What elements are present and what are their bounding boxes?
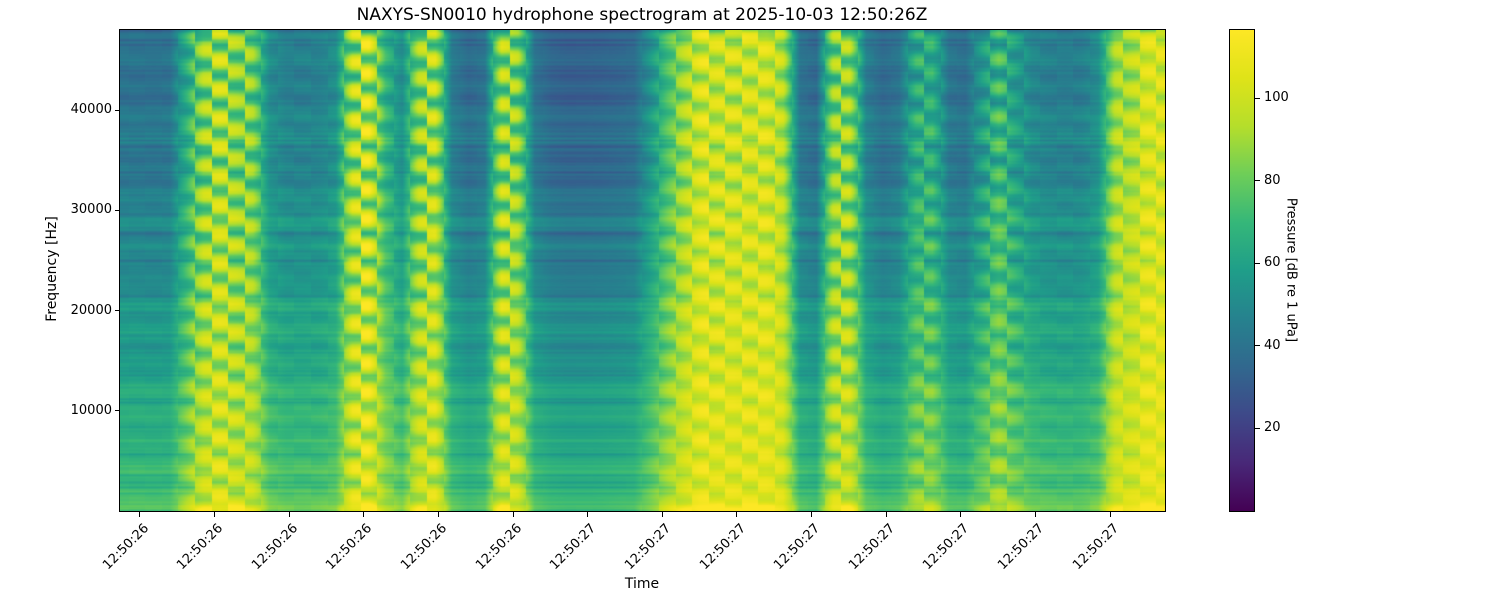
x-tick-mark xyxy=(885,512,887,517)
x-tick-mark xyxy=(811,512,813,517)
x-tick-mark xyxy=(363,512,365,517)
y-tick-mark xyxy=(115,410,120,412)
x-tick-mark xyxy=(512,512,514,517)
x-tick-mark xyxy=(960,512,962,517)
chart-title: NAXYS-SN0010 hydrophone spectrogram at 2… xyxy=(356,5,928,25)
y-tick-label: 40000 xyxy=(70,102,112,118)
colorbar-tick-label: 80 xyxy=(1264,172,1281,188)
y-tick-mark xyxy=(115,109,120,111)
colorbar-tick-label: 40 xyxy=(1264,337,1281,353)
y-tick-mark xyxy=(115,310,120,312)
x-tick-mark xyxy=(736,512,738,517)
colorbar-tick-mark xyxy=(1255,427,1260,429)
y-tick-label: 20000 xyxy=(70,302,112,318)
x-tick-mark xyxy=(587,512,589,517)
x-tick-mark xyxy=(1034,512,1036,517)
x-tick-mark xyxy=(214,512,216,517)
x-axis-label: Time xyxy=(624,576,660,592)
colorbar-tick-label: 100 xyxy=(1264,90,1289,106)
spectrogram-image xyxy=(120,30,1165,511)
plot-area xyxy=(119,29,1166,512)
y-tick-label: 30000 xyxy=(70,202,112,218)
x-tick-mark xyxy=(1109,512,1111,517)
colorbar-tick-label: 20 xyxy=(1264,420,1281,436)
colorbar-tick-mark xyxy=(1255,97,1260,99)
x-tick-mark xyxy=(288,512,290,517)
colorbar-tick-mark xyxy=(1255,345,1260,347)
y-tick-label: 10000 xyxy=(70,402,112,418)
x-tick-mark xyxy=(661,512,663,517)
x-tick-mark xyxy=(437,512,439,517)
x-tick-mark xyxy=(139,512,141,517)
y-tick-mark xyxy=(115,209,120,211)
colorbar-tick-mark xyxy=(1255,262,1260,264)
colorbar-label: Pressure [dB re 1 uPa] xyxy=(1283,197,1299,343)
colorbar-tick-label: 60 xyxy=(1264,255,1281,271)
colorbar xyxy=(1229,29,1255,512)
colorbar-tick-mark xyxy=(1255,180,1260,182)
